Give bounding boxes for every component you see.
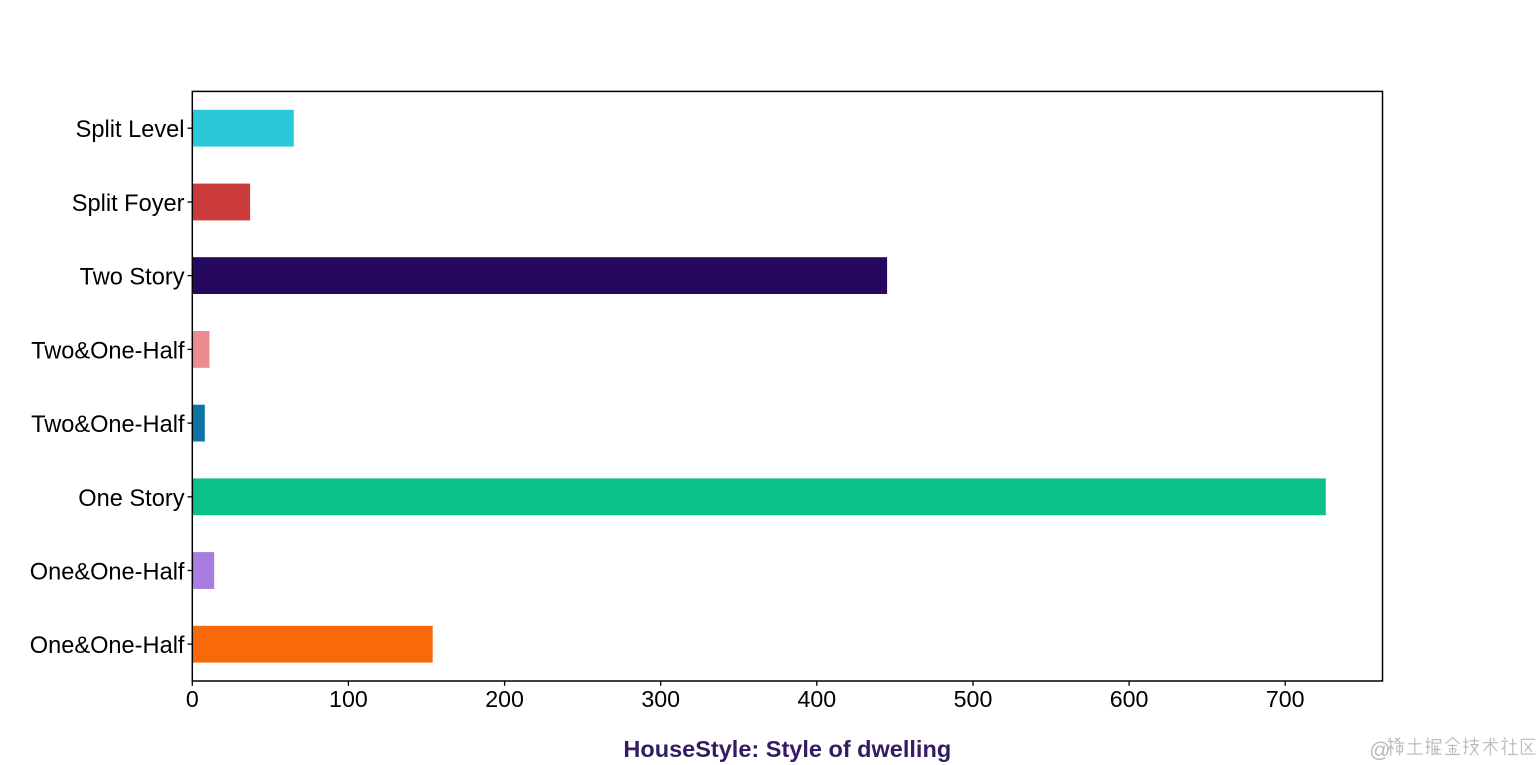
svg-text:@: @ xyxy=(1369,739,1390,762)
svg-text:600: 600 xyxy=(1110,686,1149,712)
svg-text:700: 700 xyxy=(1266,686,1305,712)
svg-text:Two&One-Half: Two&One-Half xyxy=(31,412,185,438)
svg-text:HouseStyle: Style of dwelling: HouseStyle: Style of dwelling xyxy=(623,736,951,762)
svg-text:Split Level: Split Level xyxy=(76,117,185,143)
svg-text:200: 200 xyxy=(485,686,524,712)
svg-text:One Story: One Story xyxy=(78,486,184,512)
svg-text:100: 100 xyxy=(329,686,368,712)
svg-text:300: 300 xyxy=(641,686,680,712)
svg-text:400: 400 xyxy=(797,686,836,712)
svg-text:500: 500 xyxy=(954,686,993,712)
svg-text:Split Foyer: Split Foyer xyxy=(72,191,185,217)
svg-text:0: 0 xyxy=(186,686,199,712)
svg-text:Two Story: Two Story xyxy=(80,265,185,291)
svg-text:One&One-Half: One&One-Half xyxy=(30,633,185,659)
svg-text:One&One-Half: One&One-Half xyxy=(30,560,185,586)
svg-text:Two&One-Half: Two&One-Half xyxy=(31,338,185,364)
